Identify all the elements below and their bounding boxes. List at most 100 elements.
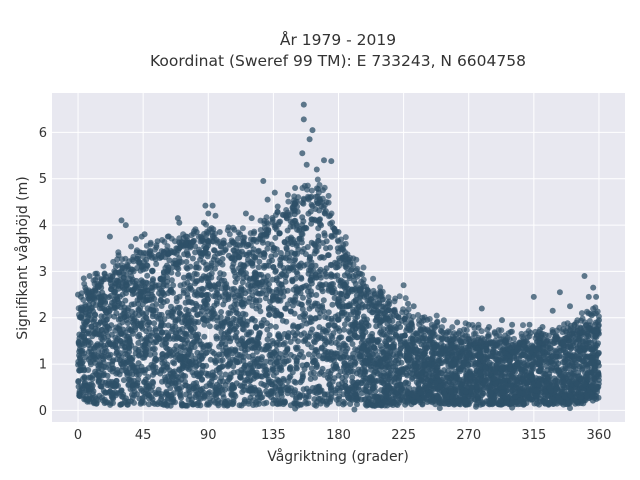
data-point — [493, 393, 499, 400]
data-point — [257, 308, 264, 315]
data-point — [241, 383, 248, 390]
data-point — [353, 292, 360, 299]
data-point — [341, 400, 348, 407]
data-point — [231, 385, 237, 391]
data-point — [290, 323, 296, 330]
data-point — [183, 258, 190, 265]
data-point — [576, 353, 583, 359]
data-point — [249, 352, 256, 359]
data-point — [217, 357, 224, 364]
data-point — [350, 350, 357, 357]
data-point — [135, 340, 142, 346]
data-point — [352, 360, 359, 366]
data-point — [201, 333, 208, 340]
data-point — [473, 383, 480, 390]
data-point — [533, 361, 540, 368]
data-point — [317, 266, 324, 273]
data-point — [278, 254, 285, 261]
data-point — [269, 297, 276, 304]
data-point — [359, 331, 366, 338]
data-point — [589, 359, 595, 365]
data-point — [289, 297, 296, 304]
data-point — [348, 362, 354, 369]
data-point — [534, 400, 540, 407]
data-point — [300, 354, 307, 360]
data-point — [397, 382, 404, 389]
data-point — [453, 375, 460, 382]
data-point — [187, 364, 193, 371]
data-point — [181, 281, 188, 288]
data-point — [181, 251, 188, 258]
data-point — [291, 310, 298, 317]
data-point — [125, 381, 132, 388]
data-point — [425, 392, 432, 399]
data-point — [139, 398, 146, 405]
data-point — [506, 358, 513, 365]
data-point — [311, 250, 318, 257]
data-point — [467, 368, 473, 375]
data-point — [234, 351, 241, 358]
data-point — [278, 335, 284, 342]
data-point — [256, 303, 263, 310]
data-point — [184, 402, 191, 409]
data-point — [264, 326, 271, 333]
data-point — [202, 245, 209, 252]
data-point — [318, 282, 325, 289]
data-point — [194, 349, 201, 356]
data-point — [112, 389, 119, 396]
data-point — [285, 330, 292, 337]
data-point — [430, 397, 437, 404]
data-point — [344, 270, 351, 277]
data-point — [168, 277, 175, 284]
data-point — [504, 395, 511, 401]
data-point — [265, 378, 272, 385]
data-point — [293, 358, 300, 365]
data-point — [445, 348, 452, 355]
data-point — [261, 400, 268, 407]
data-point — [253, 373, 260, 380]
data-point — [121, 314, 128, 320]
data-point — [428, 355, 435, 362]
data-point — [328, 281, 335, 288]
data-point — [331, 365, 338, 372]
data-point — [340, 295, 347, 302]
data-points — [75, 101, 602, 413]
data-point — [166, 257, 173, 264]
data-point — [416, 351, 423, 358]
data-point — [562, 365, 569, 372]
data-point — [341, 363, 348, 370]
data-point — [305, 284, 312, 291]
data-point — [440, 374, 447, 381]
data-point — [373, 316, 380, 323]
data-point — [419, 401, 426, 408]
data-point — [120, 377, 127, 384]
data-point — [97, 319, 104, 326]
data-point — [247, 362, 254, 369]
data-point — [313, 292, 320, 298]
data-point — [354, 313, 361, 320]
data-point — [335, 316, 342, 323]
data-point — [107, 341, 113, 348]
data-point — [298, 401, 305, 408]
data-point — [148, 291, 155, 298]
data-point — [306, 297, 312, 304]
data-point — [315, 225, 322, 232]
data-point — [141, 344, 148, 350]
data-point — [544, 393, 551, 399]
data-point — [283, 384, 290, 391]
data-point — [189, 369, 196, 376]
data-point — [289, 369, 296, 376]
data-point — [255, 335, 262, 342]
data-point — [182, 373, 189, 380]
data-point — [191, 325, 198, 332]
data-point — [496, 344, 503, 351]
data-point — [145, 374, 152, 380]
data-point — [380, 377, 387, 384]
data-point — [243, 252, 250, 258]
data-point — [557, 388, 564, 395]
data-point — [490, 375, 497, 382]
data-point — [555, 360, 562, 367]
data-point — [270, 396, 277, 403]
data-point — [226, 327, 233, 334]
data-point — [333, 325, 340, 332]
